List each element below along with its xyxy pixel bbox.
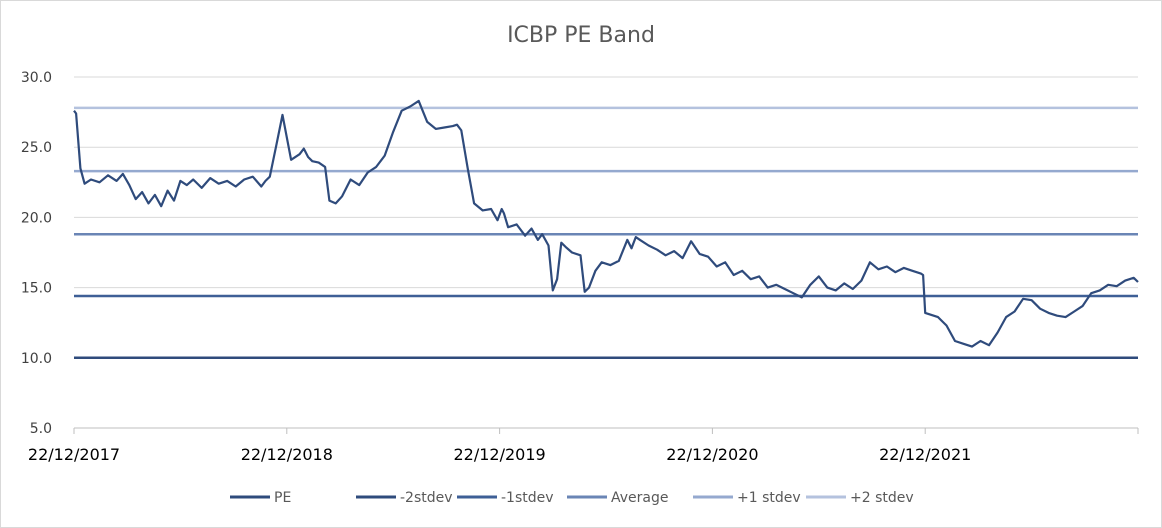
y-axis-ticks: 30.0 25.0 20.0 15.0 10.0 5.0 — [21, 70, 52, 437]
y-tick-label: 25.0 — [21, 140, 52, 156]
x-tick-label: 22/12/2020 — [666, 445, 758, 464]
y-tick-label: 5.0 — [30, 421, 52, 437]
legend: PE -2stdev -1stdev Average +1 stdev +2 stdev — [230, 490, 914, 506]
pe-line — [73, 99, 1139, 348]
pe-series-group — [73, 99, 1139, 348]
legend-label-plus1: +1 stdev — [737, 490, 801, 506]
legend-label-pe: PE — [274, 490, 291, 506]
legend-label-minus2: -2stdev — [400, 490, 453, 506]
stdev-bands — [74, 106, 1138, 360]
y-tick-label: 30.0 — [21, 70, 52, 86]
x-tick-label: 22/12/2019 — [453, 445, 545, 464]
legend-label-plus2: +2 stdev — [850, 490, 914, 506]
y-tick-label: 15.0 — [21, 281, 52, 297]
x-axis-ticks: 22/12/2017 22/12/2018 22/12/2019 22/12/2020… — [28, 428, 1139, 464]
x-tick-label: 22/12/2018 — [241, 445, 333, 464]
y-tick-label: 20.0 — [21, 210, 52, 226]
legend-label-average: Average — [611, 490, 669, 506]
legend-label-minus1: -1stdev — [501, 490, 554, 506]
x-tick-label: 22/12/2017 — [28, 445, 120, 464]
y-tick-label: 10.0 — [21, 351, 52, 367]
x-tick-label: 22/12/2021 — [879, 445, 971, 464]
gridlines — [74, 76, 1138, 359]
chart-title: ICBP PE Band — [507, 23, 655, 48]
